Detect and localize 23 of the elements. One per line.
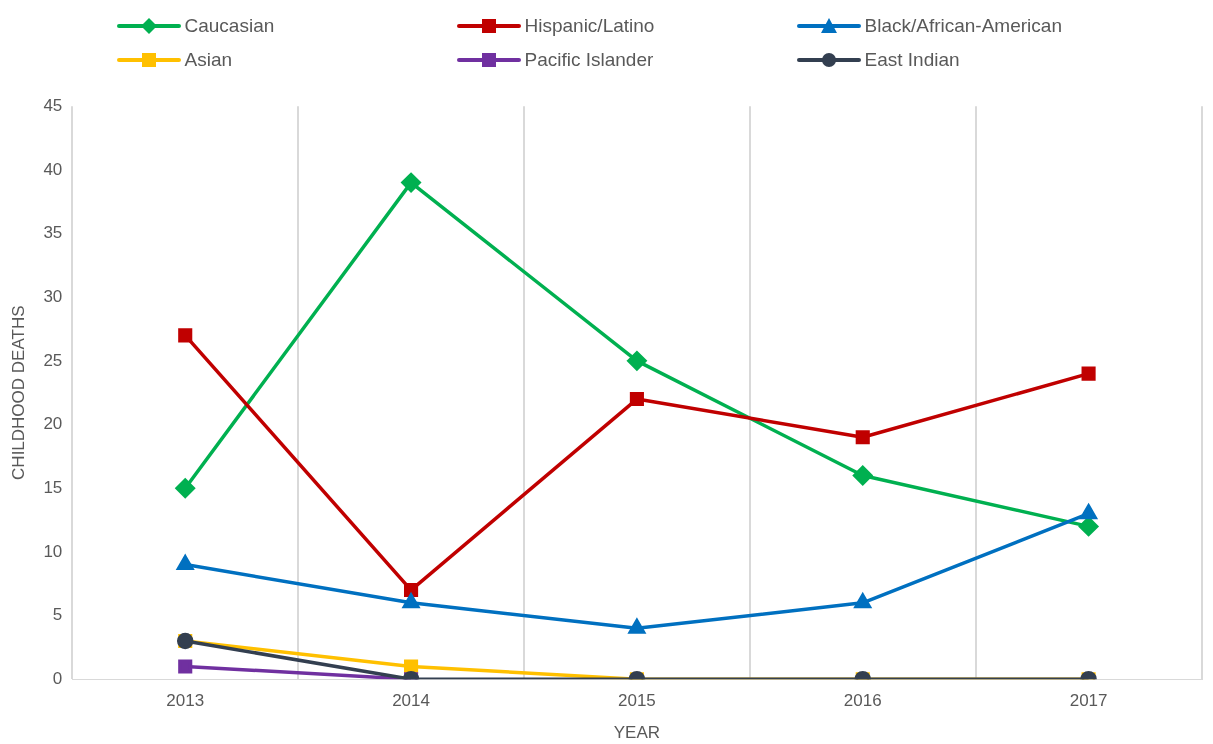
y-axis-title: CHILDHOOD DEATHS <box>8 305 28 480</box>
legend-label: Asian <box>184 49 233 71</box>
y-tick-label: 5 <box>52 605 63 625</box>
y-tick-label: 25 <box>43 350 63 370</box>
x-tick-label: 2015 <box>617 691 656 711</box>
x-axis-title: YEAR <box>613 723 661 743</box>
x-tick-label: 2013 <box>166 691 205 711</box>
legend-label: East Indian <box>864 49 960 71</box>
y-tick-label: 10 <box>43 541 63 561</box>
y-tick-label: 15 <box>43 477 63 497</box>
x-tick-label: 2017 <box>1069 691 1108 711</box>
y-tick-label: 40 <box>43 159 63 179</box>
legend-label: Pacific Islander <box>524 49 654 71</box>
y-tick-label: 45 <box>43 95 63 115</box>
y-tick-label: 0 <box>52 668 63 688</box>
y-tick-label: 35 <box>43 223 63 243</box>
y-tick-label: 20 <box>43 414 63 434</box>
legend-label: Hispanic/Latino <box>524 15 655 37</box>
x-tick-label: 2014 <box>392 691 430 711</box>
x-tick-label: 2016 <box>843 691 882 711</box>
legend-label: Caucasian <box>184 15 275 37</box>
y-tick-label: 30 <box>43 286 63 306</box>
legend-label: Black/African-American <box>864 15 1062 37</box>
